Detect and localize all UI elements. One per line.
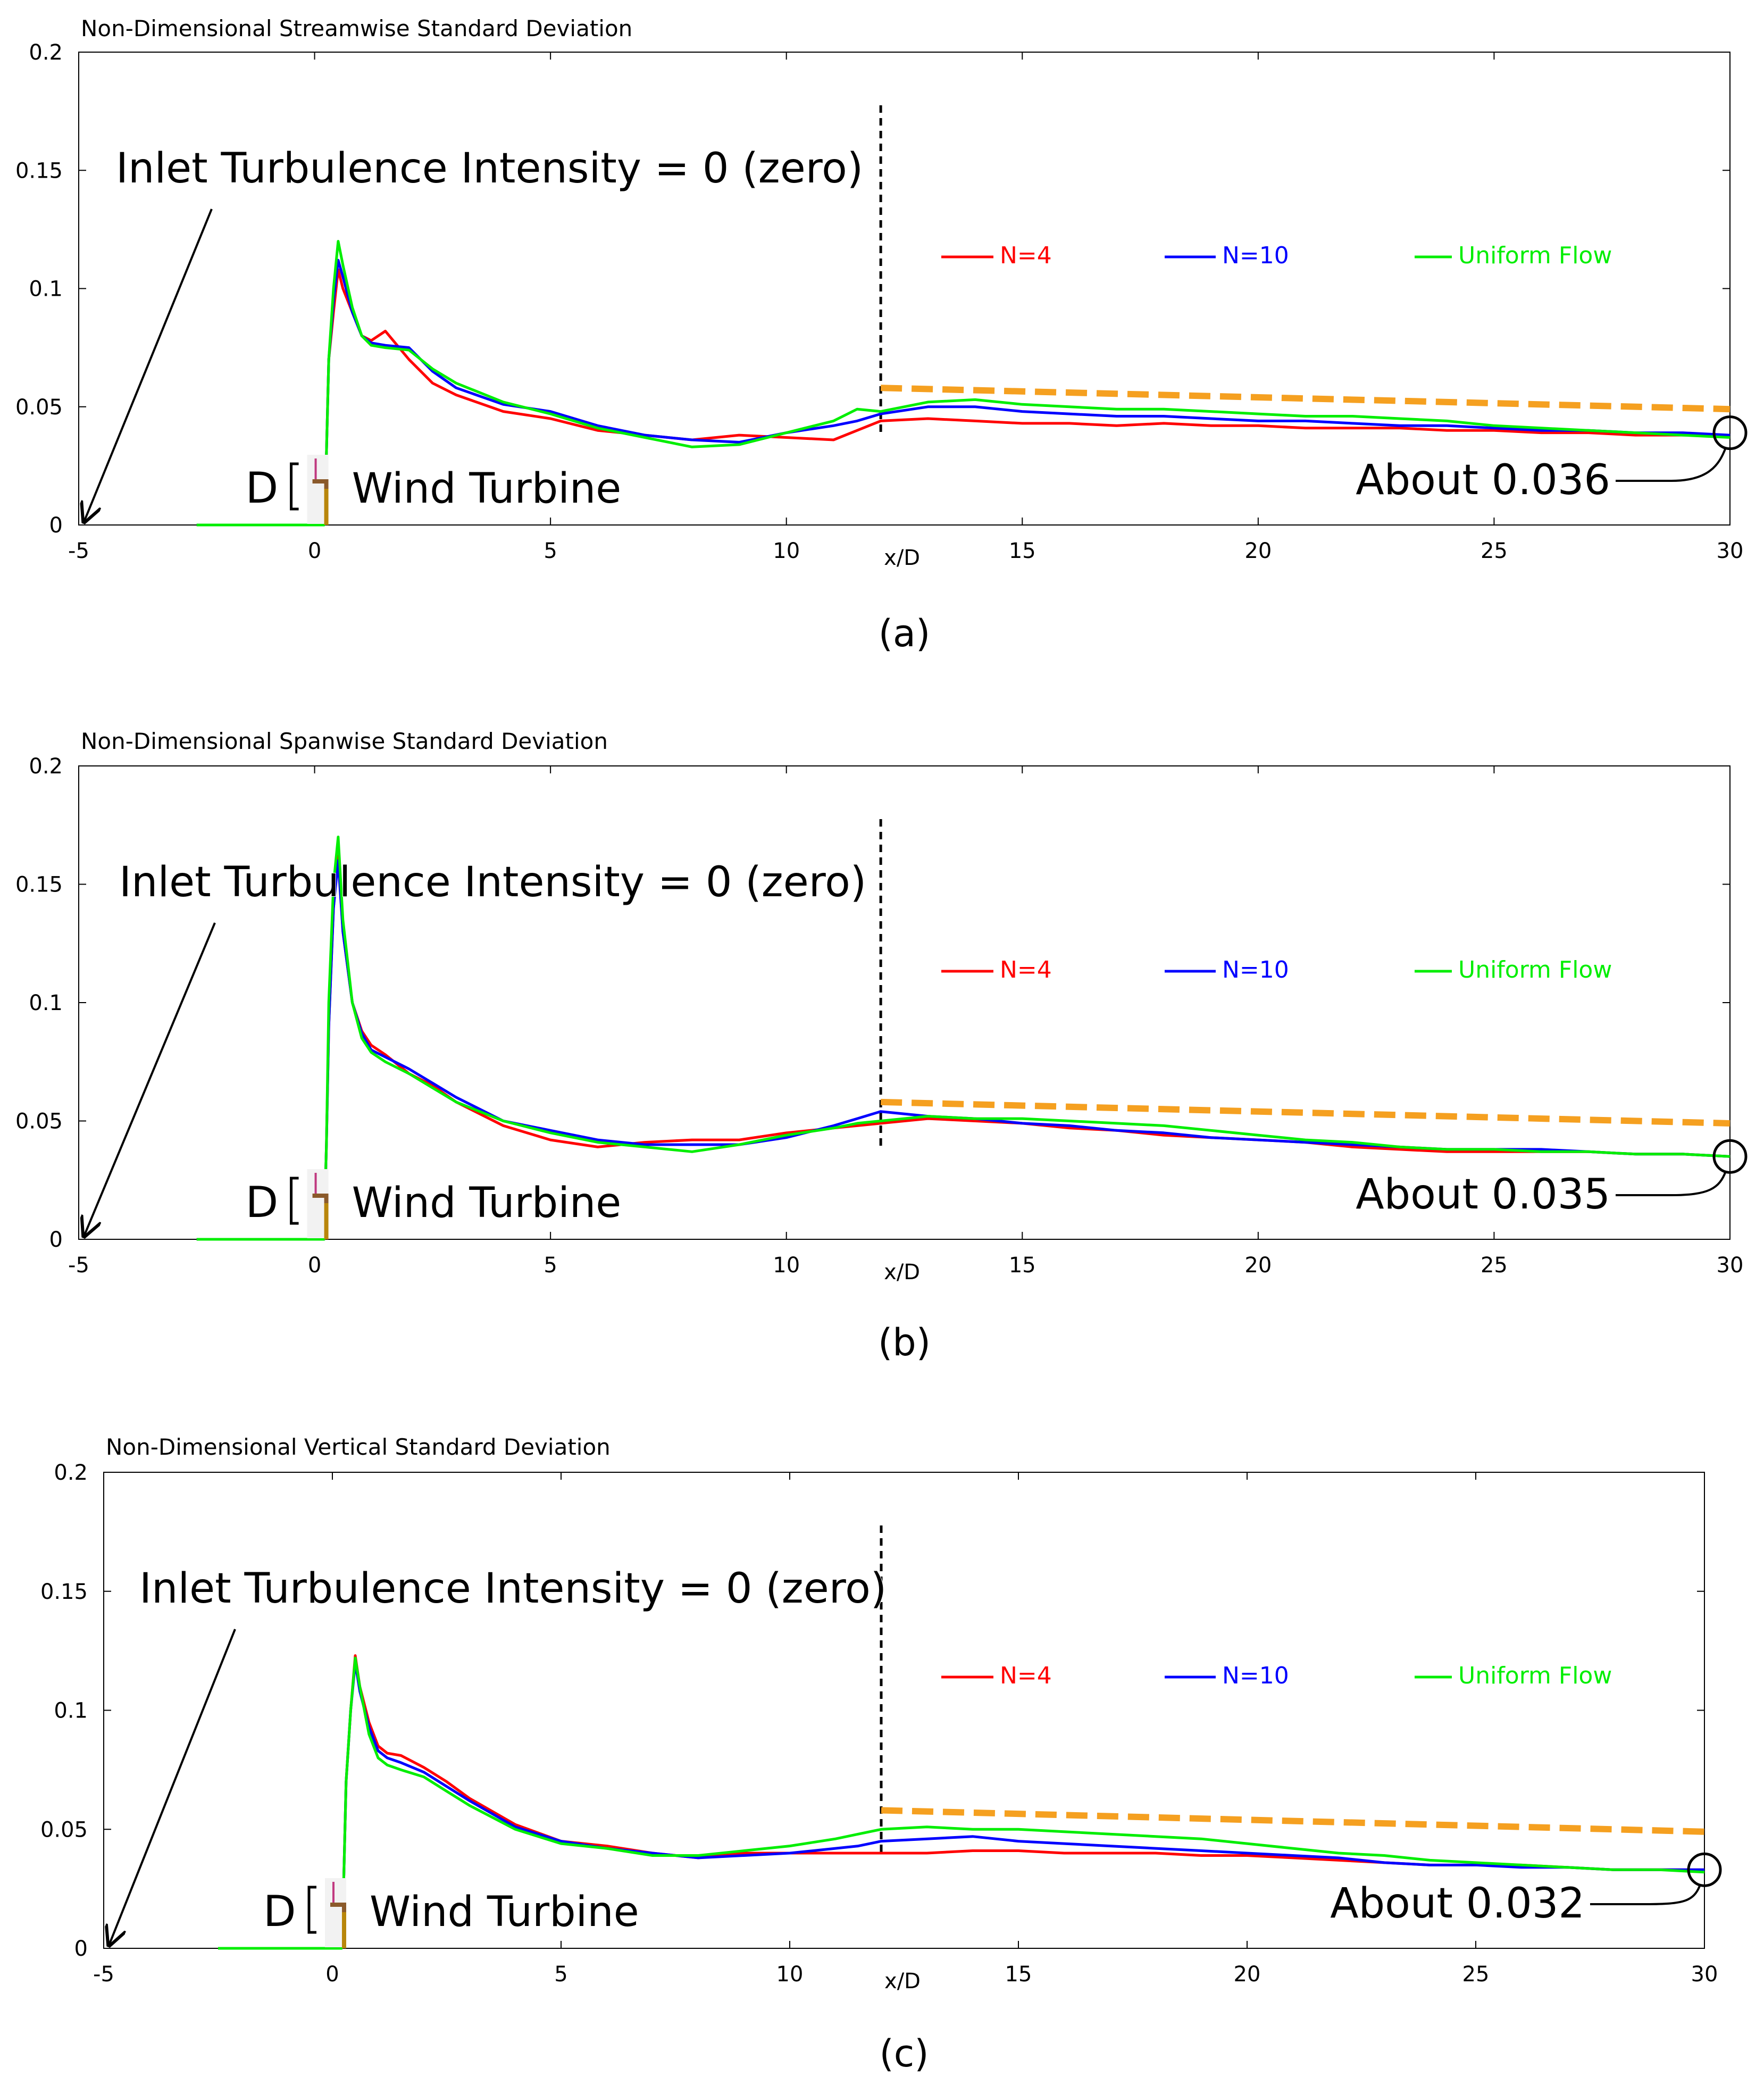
y-tick-label: 0.2 (54, 1461, 88, 1485)
y-tick-label: 0 (49, 1228, 63, 1252)
turbine-bracket-icon (307, 1886, 316, 1934)
x-tick-label: 5 (554, 1962, 567, 1987)
y-tick-label: 0.2 (29, 40, 63, 65)
endpoint-value-label: About 0.036 (1356, 456, 1610, 504)
x-tick-label: 5 (544, 1253, 557, 1278)
legend-label: N=10 (1222, 956, 1289, 983)
wind-turbine-label: Wind Turbine (370, 1888, 639, 1936)
chart-panel-b: Non-Dimensional Spanwise Standard Deviat… (15, 728, 1748, 1364)
x-tick-label: 15 (1009, 1253, 1036, 1278)
legend-label: N=4 (1000, 242, 1052, 269)
endpoint-value-label: About 0.032 (1330, 1880, 1585, 1928)
x-axis-label: x/D (884, 546, 920, 570)
endpoint-callout-line (1616, 447, 1727, 482)
x-tick-label: -5 (68, 539, 89, 563)
x-tick-label: 30 (1691, 1962, 1718, 1987)
chart-panel-c: Non-Dimensional Vertical Standard Deviat… (40, 1434, 1722, 2075)
endpoint-callout-line (1616, 1171, 1727, 1196)
turbine-bracket-icon (290, 462, 299, 511)
x-tick-label: 20 (1234, 1962, 1261, 1987)
y-tick-label: 0 (74, 1937, 88, 1961)
series-line-uniform-flow (196, 240, 1730, 527)
turbine-d-label: D (246, 463, 279, 513)
series-line-uniform-flow (196, 836, 1730, 1241)
figure-panels: Non-Dimensional Streamwise Standard Devi… (15, 15, 1748, 2075)
chart-panel-a: Non-Dimensional Streamwise Standard Devi… (15, 15, 1748, 655)
panel-caption: (a) (879, 612, 931, 655)
y-tick-label: 0.15 (40, 1580, 88, 1604)
inlet-turbulence-label: Inlet Turbulence Intensity = 0 (zero) (119, 858, 866, 906)
trend-line (880, 385, 1730, 413)
legend-label: N=4 (1000, 1662, 1052, 1689)
legend-label: N=10 (1222, 242, 1289, 269)
legend-label: Uniform Flow (1458, 956, 1612, 983)
turbine-d-label: D (263, 1887, 296, 1936)
y-tick-label: 0.1 (29, 991, 63, 1015)
x-tick-label: 25 (1481, 539, 1508, 563)
trend-line (881, 1807, 1705, 1835)
x-tick-label: 10 (776, 1962, 804, 1987)
wind-turbine-label: Wind Turbine (352, 1179, 622, 1227)
legend-label: Uniform Flow (1458, 242, 1612, 269)
y-tick-label: 0.1 (54, 1699, 88, 1723)
trend-line (880, 1098, 1730, 1127)
legend-label: N=10 (1222, 1662, 1289, 1689)
x-tick-label: 0 (325, 1962, 339, 1987)
turbine-bracket-icon (290, 1177, 299, 1225)
turbine-nacelle-icon (312, 479, 329, 489)
x-tick-label: -5 (93, 1962, 114, 1987)
x-axis-label: x/D (884, 1969, 921, 1994)
inlet-turbulence-label: Inlet Turbulence Intensity = 0 (zero) (116, 145, 863, 193)
y-tick-label: 0.15 (15, 159, 63, 183)
endpoint-marker (1712, 415, 1748, 451)
turbine-nacelle-icon (312, 1194, 329, 1203)
endpoint-value-label: About 0.035 (1356, 1171, 1610, 1219)
x-tick-label: 15 (1005, 1962, 1032, 1987)
x-tick-label: 30 (1717, 1253, 1744, 1278)
x-tick-label: 25 (1481, 1253, 1508, 1278)
chart-title: Non-Dimensional Streamwise Standard Devi… (81, 15, 632, 41)
inlet-turbulence-label: Inlet Turbulence Intensity = 0 (zero) (139, 1565, 887, 1613)
y-tick-label: 0.05 (15, 1110, 63, 1134)
legend-label: Uniform Flow (1458, 1662, 1612, 1689)
wind-turbine-label: Wind Turbine (352, 465, 622, 513)
x-axis-label: x/D (884, 1260, 920, 1285)
x-tick-label: 10 (773, 1253, 800, 1278)
x-tick-label: 10 (773, 539, 800, 563)
y-tick-label: 0.05 (40, 1817, 88, 1842)
x-tick-label: -5 (68, 1253, 89, 1278)
x-tick-label: 30 (1717, 539, 1744, 563)
chart-title: Non-Dimensional Spanwise Standard Deviat… (81, 728, 608, 754)
y-tick-label: 0.15 (15, 873, 63, 897)
y-tick-label: 0.2 (29, 754, 63, 779)
y-tick-label: 0.05 (15, 395, 63, 420)
endpoint-marker (1712, 1139, 1748, 1174)
x-tick-label: 0 (308, 1253, 321, 1278)
turbine-nacelle-icon (330, 1903, 346, 1912)
inlet-arrow (109, 1629, 236, 1945)
y-tick-label: 0.1 (29, 277, 63, 302)
x-tick-label: 0 (308, 539, 321, 563)
chart-title: Non-Dimensional Vertical Standard Deviat… (106, 1434, 611, 1460)
endpoint-callout-line (1590, 1884, 1701, 1905)
x-tick-label: 20 (1244, 539, 1272, 563)
x-tick-label: 25 (1462, 1962, 1490, 1987)
x-tick-label: 15 (1009, 539, 1036, 563)
endpoint-marker (1687, 1852, 1722, 1887)
legend-label: N=4 (1000, 956, 1052, 983)
series-line-uniform-flow (218, 1656, 1705, 1950)
inlet-arrow (84, 209, 213, 522)
inlet-arrow (84, 922, 216, 1236)
y-tick-label: 0 (49, 513, 63, 538)
x-tick-label: 5 (544, 539, 557, 563)
turbine-d-label: D (246, 1178, 279, 1227)
panel-caption: (c) (879, 2032, 929, 2075)
x-tick-label: 20 (1244, 1253, 1272, 1278)
panel-caption: (b) (878, 1321, 931, 1364)
